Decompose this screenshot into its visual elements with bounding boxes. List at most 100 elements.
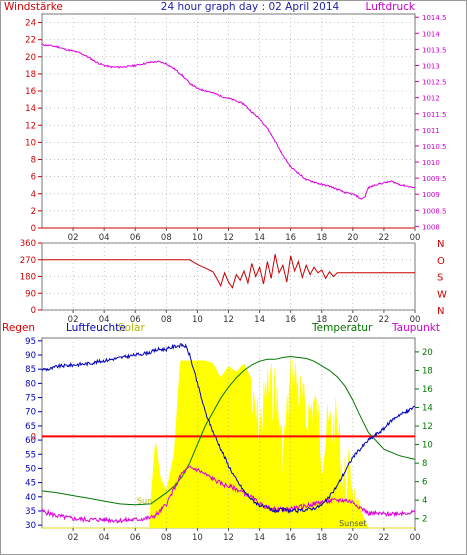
compass-label: N (437, 239, 444, 250)
y-tick-label-wind: 0 (31, 224, 36, 234)
x-tick-label-p2: 20 (347, 315, 358, 325)
x-tick-label-p2: 10 (192, 315, 203, 325)
y-tick-label-wind: 2 (31, 207, 36, 217)
y-tick-label-wind: 18 (25, 70, 36, 80)
y-tick-label-direction: 0 (31, 306, 36, 316)
y-tick-label-wind: 20 (25, 53, 36, 63)
y-tick-label-temperature: 12 (422, 422, 433, 432)
y-tick-label-wind: 6 (31, 173, 36, 183)
x-tick-label-p1: 06 (130, 233, 141, 243)
y-tick-label-pressure: 1013 (422, 62, 440, 70)
y-tick-label-humidity: 35 (25, 507, 36, 517)
y-tick-label-direction: 270 (20, 256, 36, 266)
x-tick-label-p1: 18 (316, 233, 327, 243)
y-tick-label-humidity: 30 (25, 521, 36, 531)
x-tick-label-p3: 02 (68, 533, 79, 543)
y-tick-label-humidity: 70 (25, 408, 36, 418)
x-tick-label-p1: 00 (410, 233, 421, 243)
label-temperature: Temperatur (311, 322, 373, 334)
x-tick-label-p3: 12 (223, 533, 234, 543)
x-tick-label-p3: 04 (99, 533, 110, 543)
label-dewpoint: Taupunkt (391, 322, 440, 334)
y-tick-label-pressure: 1008.5 (422, 207, 447, 215)
wind-pressure-plot: 02468101214161820222410081008.510091009.… (25, 13, 447, 243)
x-tick-label-p3: 00 (410, 533, 421, 543)
y-tick-label-humidity: 40 (25, 493, 36, 503)
x-tick-label-p1: 22 (379, 233, 390, 243)
y-tick-label-direction: 90 (25, 289, 36, 299)
y-tick-label-temperature: 6 (422, 478, 427, 488)
y-tick-label-temperature: 2 (422, 515, 427, 525)
x-tick-label-p3: 10 (192, 533, 203, 543)
y-tick-label-humidity: 60 (25, 436, 36, 446)
wind-pressure-frame (41, 13, 416, 229)
wind-direction-series-line (42, 254, 415, 289)
y-tick-label-direction: 180 (20, 273, 36, 283)
compass-label: W (437, 289, 447, 300)
x-tick-label-p3: 18 (316, 533, 327, 543)
y-tick-label-humidity: 50 (25, 464, 36, 474)
x-tick-label-p1: 04 (99, 233, 110, 243)
x-tick-label-p2: 04 (99, 315, 110, 325)
x-tick-label-p2: 00 (410, 315, 421, 325)
y-tick-label-temperature: 10 (422, 441, 433, 451)
x-tick-label-p1: 08 (161, 233, 172, 243)
label-solar: Solar (118, 322, 145, 334)
x-tick-label-p2: 06 (130, 315, 141, 325)
humidity-series-line (41, 343, 416, 514)
y-tick-label-humidity: 80 (25, 379, 36, 389)
y-tick-label-temperature: 20 (422, 348, 433, 358)
x-tick-label-p3: 14 (254, 533, 265, 543)
x-tick-label-p1: 16 (285, 233, 296, 243)
page-title: 24 hour graph day : 02 April 2014 (161, 1, 340, 13)
x-tick-label-p1: 14 (254, 233, 265, 243)
x-tick-label-p2: 16 (285, 315, 296, 325)
y-tick-label-humidity: 45 (25, 479, 36, 489)
compass-label: N (437, 306, 444, 317)
x-tick-label-p3: 22 (379, 533, 390, 543)
y-tick-label-humidity: 55 (25, 450, 36, 460)
y-tick-label-humidity: 65 (25, 422, 36, 432)
y-tick-label-wind: 10 (25, 138, 36, 148)
y-tick-label-temperature: 16 (422, 385, 433, 395)
temperature-series-line (41, 355, 416, 506)
y-tick-label-wind: 22 (25, 36, 36, 46)
y-tick-label-wind: 8 (31, 156, 36, 166)
label-rain: Regen (2, 322, 35, 334)
x-tick-label-p2: 12 (223, 315, 234, 325)
y-tick-label-pressure: 1012.5 (422, 79, 447, 87)
wind-direction-plot: 0 N 90 W 180 S 270 O 360 N 02 04 06 08 10 12 14 16 18 20 22 0… (20, 239, 447, 325)
climate-plot: 30 35 40 45 50 55 60 65 70 75 80 85 90 95 2 4 6 8 10 12 14 16… (25, 337, 433, 543)
header-right-label: Luftdruck (366, 1, 416, 13)
x-tick-label-p2: 18 (316, 315, 327, 325)
x-tick-label-p3: 16 (285, 533, 296, 543)
dewpoint-series-line (41, 465, 416, 524)
header-left-label: Windstärke (4, 1, 63, 13)
y-tick-label-humidity: 75 (25, 394, 36, 404)
x-tick-label-p2: 14 (254, 315, 265, 325)
y-tick-label-temperature: 14 (422, 404, 433, 414)
y-tick-label-pressure: 1010.5 (422, 143, 447, 151)
y-tick-label-pressure: 1008 (422, 223, 440, 231)
x-tick-label-p3: 08 (161, 533, 172, 543)
x-tick-label-p1: 20 (347, 233, 358, 243)
x-tick-label-p3: 06 (130, 533, 141, 543)
y-tick-label-humidity: 85 (25, 365, 36, 375)
y-tick-label-wind: 24 (25, 19, 36, 29)
sunset-label: Sunset (339, 519, 366, 528)
label-humidity: Luftfeuchte (66, 322, 126, 334)
y-tick-label-pressure: 1013.5 (422, 46, 447, 54)
sunrise-label: Sun (137, 497, 152, 506)
y-tick-label-wind: 14 (25, 104, 36, 114)
x-tick-label-p2: 22 (379, 315, 390, 325)
x-tick-label-p1: 02 (68, 233, 79, 243)
y-tick-label-pressure: 1014 (422, 30, 440, 38)
y-tick-label-direction: 360 (20, 239, 36, 249)
x-tick-label-p1: 12 (223, 233, 234, 243)
y-tick-label-pressure: 1009 (422, 191, 440, 199)
y-tick-label-humidity: 90 (25, 351, 36, 361)
y-tick-label-pressure: 1010 (422, 159, 440, 167)
pressure-series-line (41, 43, 416, 200)
y-tick-label-temperature: 18 (422, 366, 433, 376)
y-tick-label-pressure: 1011 (422, 127, 440, 135)
